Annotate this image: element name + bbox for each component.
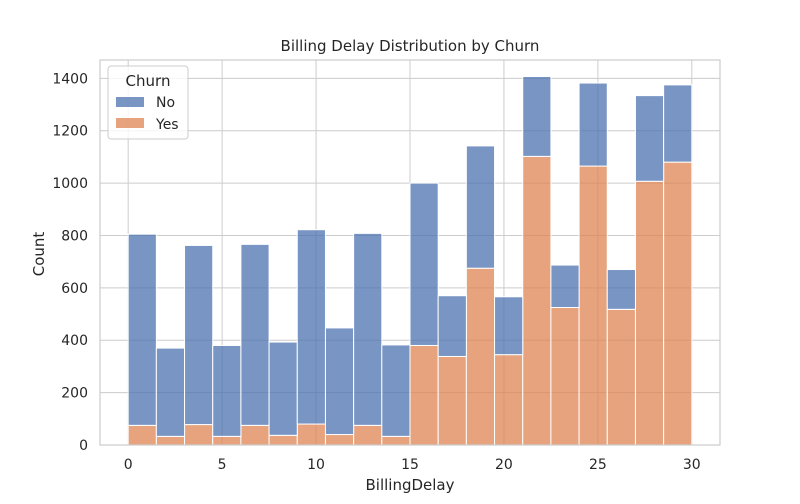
plot-frame [99,59,721,446]
bar-yes [409,344,439,446]
bar-yes [184,424,214,446]
bar-yes [663,161,693,446]
bar-yes [606,308,636,446]
bar-no [663,84,693,163]
bar-yes [522,155,552,446]
y-tick-label: 0 [79,438,88,454]
bar-yes [353,424,383,446]
legend-swatch-yes [116,118,144,128]
bar-no [465,145,496,269]
x-tick-label: 20 [495,457,513,473]
x-tick-label: 25 [589,457,607,473]
y-tick-label: 600 [61,281,88,297]
bar-yes [381,435,411,446]
y-tick-label: 200 [61,386,88,402]
bar-no [606,269,636,310]
bar-yes [155,435,186,446]
bar-yes [437,355,467,446]
y-axis-label: Count [30,232,48,277]
x-tick-label: 30 [683,457,701,473]
legend-swatch-no [116,97,144,107]
bar-no [268,341,298,436]
bar-no [296,229,326,425]
plot-border [99,59,721,446]
y-tick-label: 400 [61,333,88,349]
bar-yes [127,424,157,446]
bar-yes [634,180,665,446]
chart-title: Billing Delay Distribution by Churn [281,37,540,55]
x-tick-label: 15 [401,457,419,473]
bar-no [212,344,242,437]
bar-no [240,243,270,426]
bar-yes [212,435,242,446]
bar-no [155,347,186,437]
bar-no [634,95,665,182]
bar-no [409,182,439,346]
x-tick-label: 10 [307,457,325,473]
bar-yes [240,424,270,446]
legend: Churn No Yes [107,65,189,140]
bar-yes [324,434,355,446]
bars-layer [127,76,693,446]
bar-no [522,76,552,157]
bar-no [550,264,580,309]
y-tick-label: 1000 [52,176,88,192]
bar-yes [494,354,524,446]
bar-yes [578,165,608,446]
legend-title: Churn [126,72,171,90]
x-axis-label: BillingDelay [365,476,454,494]
bar-yes [550,307,580,446]
y-tick-label: 1200 [52,124,88,140]
bar-no [324,327,355,436]
bar-yes [465,267,496,446]
bar-no [578,82,608,167]
bar-yes [296,423,326,446]
x-tick-label: 5 [218,457,227,473]
bar-no [184,244,214,426]
bar-no [494,296,524,356]
bar-no [437,295,467,357]
bar-no [353,232,383,426]
y-tick-label: 800 [61,228,88,244]
bar-no [381,344,411,437]
legend-label-yes: Yes [155,117,179,133]
legend-label-no: No [156,95,175,111]
tick-labels: 0 5 10 15 20 25 30 0 200 400 600 800 1000 1200 1400 [52,71,700,473]
y-tick-label: 1400 [52,71,88,87]
x-tick-label: 0 [124,457,133,473]
bar-yes [268,434,298,446]
bar-no [127,233,157,426]
